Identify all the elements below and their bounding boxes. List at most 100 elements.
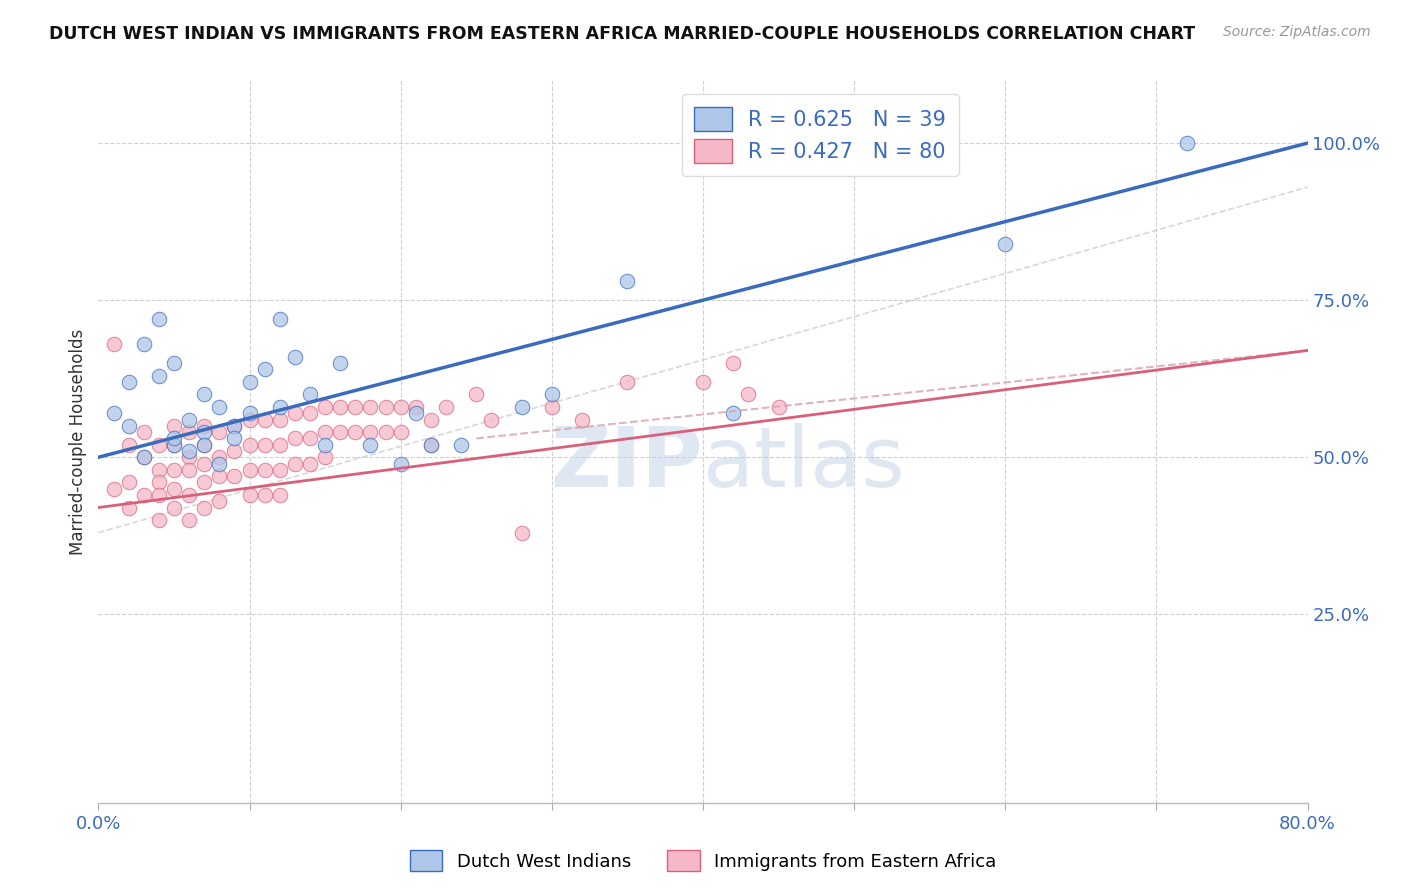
Point bbox=[208, 425, 231, 439]
Point bbox=[239, 463, 262, 477]
Point bbox=[420, 438, 443, 452]
Point bbox=[253, 362, 276, 376]
Point bbox=[434, 400, 457, 414]
Point bbox=[163, 482, 186, 496]
Point bbox=[389, 400, 412, 414]
Point bbox=[314, 438, 336, 452]
Point bbox=[239, 412, 262, 426]
Point bbox=[224, 418, 246, 433]
Point bbox=[193, 457, 215, 471]
Point bbox=[389, 425, 412, 439]
Point bbox=[284, 431, 307, 445]
Point bbox=[1175, 136, 1198, 150]
Point bbox=[269, 312, 291, 326]
Point bbox=[269, 400, 291, 414]
Point bbox=[269, 412, 291, 426]
Point bbox=[193, 475, 215, 490]
Point bbox=[284, 457, 307, 471]
Point bbox=[179, 412, 201, 426]
Point bbox=[269, 438, 291, 452]
Point bbox=[163, 438, 186, 452]
Point bbox=[344, 400, 367, 414]
Point bbox=[118, 375, 141, 389]
Point bbox=[239, 488, 262, 502]
Point bbox=[118, 500, 141, 515]
Point bbox=[148, 368, 170, 383]
Point bbox=[314, 450, 336, 465]
Point bbox=[103, 337, 125, 351]
Point bbox=[389, 457, 412, 471]
Point bbox=[481, 412, 503, 426]
Point bbox=[118, 475, 141, 490]
Point bbox=[994, 236, 1017, 251]
Point bbox=[118, 438, 141, 452]
Legend: Dutch West Indians, Immigrants from Eastern Africa: Dutch West Indians, Immigrants from East… bbox=[402, 843, 1004, 879]
Point bbox=[299, 387, 322, 401]
Point bbox=[148, 513, 170, 527]
Point bbox=[723, 356, 745, 370]
Point bbox=[405, 400, 427, 414]
Point bbox=[179, 450, 201, 465]
Point bbox=[329, 425, 352, 439]
Point bbox=[193, 500, 215, 515]
Point bbox=[132, 488, 155, 502]
Point bbox=[540, 387, 562, 401]
Point bbox=[253, 412, 276, 426]
Point bbox=[208, 400, 231, 414]
Point bbox=[360, 425, 382, 439]
Point bbox=[692, 375, 714, 389]
Legend: R = 0.625   N = 39, R = 0.427   N = 80: R = 0.625 N = 39, R = 0.427 N = 80 bbox=[682, 95, 959, 176]
Point bbox=[420, 412, 443, 426]
Point bbox=[616, 274, 638, 288]
Point bbox=[465, 387, 488, 401]
Point bbox=[103, 406, 125, 420]
Point bbox=[132, 425, 155, 439]
Point bbox=[193, 438, 215, 452]
Point bbox=[571, 412, 593, 426]
Point bbox=[132, 450, 155, 465]
Point bbox=[224, 444, 246, 458]
Point bbox=[314, 425, 336, 439]
Point bbox=[344, 425, 367, 439]
Point bbox=[269, 488, 291, 502]
Point bbox=[163, 356, 186, 370]
Point bbox=[193, 387, 215, 401]
Point bbox=[148, 463, 170, 477]
Y-axis label: Married-couple Households: Married-couple Households bbox=[69, 328, 87, 555]
Text: DUTCH WEST INDIAN VS IMMIGRANTS FROM EASTERN AFRICA MARRIED-COUPLE HOUSEHOLDS CO: DUTCH WEST INDIAN VS IMMIGRANTS FROM EAS… bbox=[49, 25, 1195, 43]
Point bbox=[132, 337, 155, 351]
Point bbox=[208, 457, 231, 471]
Point bbox=[239, 438, 262, 452]
Point bbox=[224, 469, 246, 483]
Point bbox=[253, 463, 276, 477]
Point bbox=[420, 438, 443, 452]
Point bbox=[179, 513, 201, 527]
Point bbox=[510, 400, 533, 414]
Point bbox=[299, 457, 322, 471]
Point bbox=[405, 406, 427, 420]
Point bbox=[179, 425, 201, 439]
Point bbox=[103, 482, 125, 496]
Point bbox=[148, 488, 170, 502]
Point bbox=[148, 312, 170, 326]
Text: ZIP: ZIP bbox=[551, 423, 703, 504]
Point bbox=[253, 488, 276, 502]
Point bbox=[208, 469, 231, 483]
Text: Source: ZipAtlas.com: Source: ZipAtlas.com bbox=[1223, 25, 1371, 39]
Point bbox=[284, 350, 307, 364]
Point bbox=[616, 375, 638, 389]
Point bbox=[193, 438, 215, 452]
Point bbox=[224, 431, 246, 445]
Point bbox=[284, 406, 307, 420]
Point bbox=[540, 400, 562, 414]
Point bbox=[148, 475, 170, 490]
Point bbox=[768, 400, 790, 414]
Point bbox=[329, 356, 352, 370]
Point bbox=[163, 418, 186, 433]
Point bbox=[314, 400, 336, 414]
Point bbox=[329, 400, 352, 414]
Point bbox=[208, 450, 231, 465]
Point bbox=[163, 500, 186, 515]
Point bbox=[253, 438, 276, 452]
Point bbox=[723, 406, 745, 420]
